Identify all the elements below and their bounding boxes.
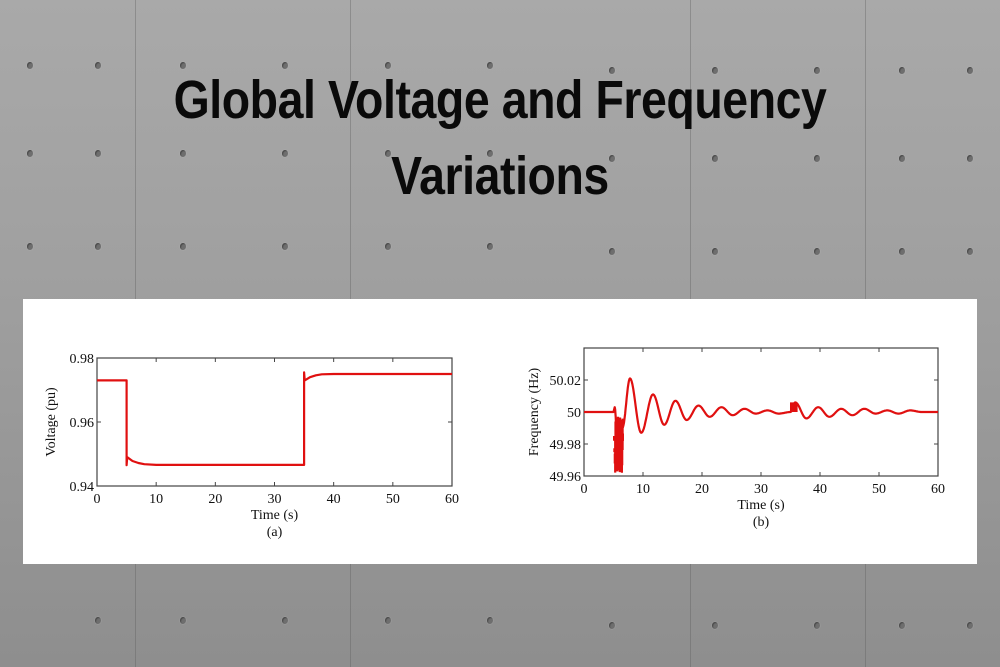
x-tick-label: 40 <box>327 492 341 507</box>
tie-hole <box>609 622 615 629</box>
x-tick-label: 20 <box>695 482 709 497</box>
tie-hole <box>609 67 615 74</box>
tie-hole <box>487 617 493 624</box>
x-tick-label: 60 <box>931 482 945 497</box>
tie-hole <box>180 243 186 250</box>
tie-hole <box>487 243 493 250</box>
tie-hole <box>712 67 718 74</box>
y-tick-label: 0.94 <box>70 480 95 495</box>
x-tick-label: 50 <box>386 492 400 507</box>
tie-hole <box>814 155 820 162</box>
tie-hole <box>95 150 101 157</box>
tie-hole <box>180 617 186 624</box>
tie-hole <box>712 622 718 629</box>
tie-hole <box>967 155 973 162</box>
y-tick-label: 0.96 <box>70 416 95 431</box>
tie-hole <box>712 155 718 162</box>
x-tick-label: 20 <box>208 492 222 507</box>
y-tick-label: 50.02 <box>550 374 582 389</box>
x-tick-label: 10 <box>149 492 163 507</box>
tie-hole <box>282 62 288 69</box>
tie-hole <box>899 155 905 162</box>
tie-hole <box>967 248 973 255</box>
y-tick-label: 50 <box>567 406 581 421</box>
tie-hole <box>609 155 615 162</box>
tie-hole <box>967 67 973 74</box>
x-tick-label: 60 <box>445 492 459 507</box>
tie-hole <box>899 622 905 629</box>
frequency-x-axis-label: Time (s) <box>737 498 785 513</box>
voltage-axis-ticks: 0 10 20 30 40 50 60 0.94 0.96 0.98 <box>70 352 460 507</box>
x-tick-label: 30 <box>754 482 768 497</box>
tie-hole <box>385 150 391 157</box>
tie-hole <box>27 150 33 157</box>
voltage-plot-frame <box>96 357 453 487</box>
voltage-chart: 0 10 20 30 40 50 60 0.94 0.96 0.98 Time (s) (a) V… <box>44 352 459 540</box>
x-tick-label: 30 <box>268 492 282 507</box>
title-line-2: Variations <box>391 146 609 206</box>
x-tick-label: 40 <box>813 482 827 497</box>
frequency-y-axis-label: Frequency (Hz) <box>527 368 542 457</box>
figure-panel: 0 10 20 30 40 50 60 0.94 0.96 0.98 Time (s) (a) V… <box>23 299 977 564</box>
title-line-1: Global Voltage and Frequency <box>173 70 827 130</box>
frequency-line <box>584 377 938 473</box>
tie-hole <box>899 248 905 255</box>
voltage-y-axis-label: Voltage (pu) <box>44 387 59 457</box>
x-tick-label: 10 <box>636 482 650 497</box>
voltage-panel-label: (a) <box>267 525 283 540</box>
tie-hole <box>385 617 391 624</box>
tie-hole <box>282 150 288 157</box>
tie-hole <box>487 150 493 157</box>
x-tick-label: 0 <box>581 482 588 497</box>
tie-hole <box>27 243 33 250</box>
tie-hole <box>967 622 973 629</box>
tie-hole <box>814 248 820 255</box>
tie-hole <box>609 248 615 255</box>
tie-hole <box>95 243 101 250</box>
tie-hole <box>814 67 820 74</box>
tie-hole <box>27 62 33 69</box>
x-tick-label: 50 <box>872 482 886 497</box>
voltage-line <box>97 371 452 467</box>
frequency-axis-ticks: 0 10 20 30 40 50 60 49.96 49.98 50 50.02 <box>550 348 945 497</box>
y-tick-label: 49.98 <box>550 438 582 453</box>
tie-hole <box>814 622 820 629</box>
tie-hole <box>899 67 905 74</box>
y-tick-label: 49.96 <box>550 470 582 485</box>
figure-svg: 0 10 20 30 40 50 60 0.94 0.96 0.98 Time (s) (a) V… <box>44 347 945 540</box>
tie-hole <box>385 243 391 250</box>
tie-hole <box>180 62 186 69</box>
tie-hole <box>487 62 493 69</box>
tie-hole <box>385 62 391 69</box>
x-tick-label: 0 <box>94 492 101 507</box>
tie-hole <box>282 617 288 624</box>
tie-hole <box>712 248 718 255</box>
tie-hole <box>282 243 288 250</box>
tie-hole <box>95 62 101 69</box>
page-title: Global Voltage and Frequency Variations <box>70 62 930 214</box>
voltage-x-axis-label: Time (s) <box>251 508 299 523</box>
tie-hole <box>95 617 101 624</box>
frequency-panel-label: (b) <box>753 515 770 530</box>
y-tick-label: 0.98 <box>70 352 95 367</box>
tie-hole <box>180 150 186 157</box>
